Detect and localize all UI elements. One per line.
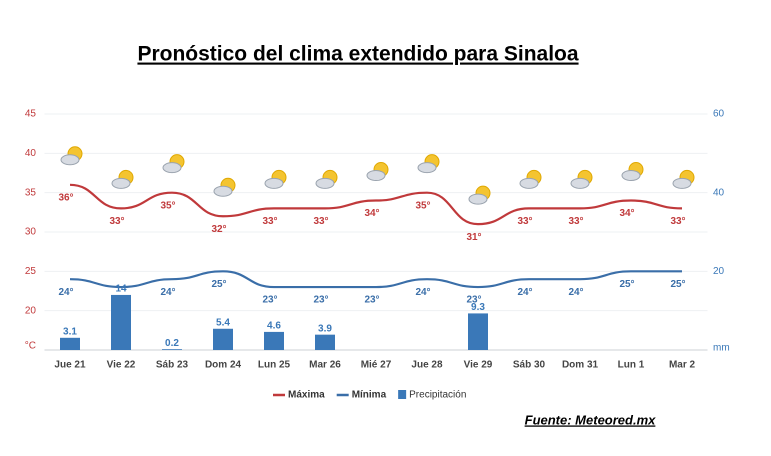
data-label: 24° — [58, 287, 73, 298]
bar — [60, 337, 80, 350]
data-label: 24° — [568, 287, 583, 298]
data-label: 24° — [517, 287, 532, 298]
weather-icon — [621, 162, 644, 182]
weather-icon — [366, 162, 389, 182]
data-label: 33° — [517, 216, 532, 227]
bar — [213, 328, 233, 350]
bar — [162, 349, 182, 350]
weather-icon — [213, 177, 236, 197]
y-tick-label: 20 — [25, 305, 37, 316]
x-tick-label: Vie 22 — [107, 360, 136, 371]
legend-swatch — [398, 390, 407, 399]
data-label: 23° — [364, 295, 379, 306]
weather-icon — [519, 169, 542, 189]
y2-tick-label: 20 — [713, 266, 725, 277]
icon-cloud — [315, 177, 335, 189]
data-label: 33° — [568, 216, 583, 227]
weather-icon — [315, 169, 338, 189]
icon-cloud — [519, 177, 539, 189]
y2-axis-label: mm — [713, 343, 730, 354]
data-label: 23° — [262, 295, 277, 306]
weather-icon — [417, 154, 440, 174]
bar-label: 0.2 — [165, 338, 179, 349]
legend-label: Precipitación — [409, 390, 466, 401]
bar — [315, 334, 335, 350]
line — [69, 183, 683, 226]
source: Fuente: Meteored.mx — [525, 412, 657, 427]
chart-title: Pronóstico del clima extendido para Sina… — [137, 43, 578, 66]
icon-cloud — [672, 177, 692, 189]
data-label: 33° — [670, 216, 685, 227]
x-tick-label: Jue 28 — [411, 360, 443, 371]
weather-icon — [162, 154, 185, 174]
data-label: 24° — [160, 287, 175, 298]
weather-icon — [264, 169, 287, 189]
icon-cloud — [417, 162, 437, 174]
bar-label: 4.6 — [267, 321, 281, 332]
icon-cloud — [264, 177, 284, 189]
x-tick-label: Sáb 23 — [156, 360, 189, 371]
icon-cloud — [60, 154, 80, 166]
data-label: 33° — [313, 216, 328, 227]
data-label: 33° — [262, 216, 277, 227]
data-label: 36° — [58, 192, 73, 203]
x-tick-label: Vie 29 — [464, 360, 493, 371]
x-tick-label: Jue 21 — [54, 360, 86, 371]
x-tick-label: Mar 26 — [309, 360, 341, 371]
bar-label: 3.9 — [318, 323, 332, 334]
data-label: 23° — [466, 295, 481, 306]
data-label: 35° — [160, 200, 175, 211]
icon-cloud — [213, 185, 233, 197]
data-label: 31° — [466, 232, 481, 243]
x-tick-label: Lun 25 — [258, 360, 291, 371]
data-label: 25° — [670, 279, 685, 290]
x-tick-label: Sáb 30 — [513, 360, 546, 371]
icon-cloud — [111, 177, 131, 189]
legend-label: Máxima — [288, 390, 325, 401]
bar — [264, 331, 284, 350]
icon-cloud — [570, 177, 590, 189]
bar-label: 3.1 — [63, 326, 77, 337]
bar-label: 14 — [115, 284, 127, 295]
icon-cloud — [621, 170, 641, 182]
data-label: 25° — [619, 279, 634, 290]
weather-icon — [570, 169, 593, 189]
bar — [111, 294, 131, 350]
bar-label: 9.3 — [471, 302, 485, 313]
data-label: 34° — [364, 208, 379, 219]
data-label: 24° — [415, 287, 430, 298]
data-label: 23° — [313, 295, 328, 306]
x-tick-label: Mar 2 — [669, 360, 696, 371]
bar-label: 5.4 — [216, 317, 230, 328]
icon-cloud — [468, 193, 488, 205]
data-label: 34° — [619, 208, 634, 219]
legend-label: Mínima — [352, 390, 387, 401]
y-tick-label: 45 — [25, 109, 37, 120]
icon-cloud — [162, 162, 182, 174]
x-tick-label: Lun 1 — [618, 360, 645, 371]
weather-icon — [60, 146, 83, 166]
x-tick-label: Dom 31 — [562, 360, 599, 371]
bar — [468, 313, 488, 350]
icon-cloud — [366, 170, 386, 182]
line — [69, 270, 682, 289]
y-axis-label: °C — [25, 341, 36, 352]
data-label: 32° — [211, 224, 226, 235]
y2-tick-label: 40 — [713, 187, 725, 198]
weather-icon — [672, 169, 695, 189]
data-label: 25° — [211, 279, 226, 290]
x-tick-label: Mié 27 — [361, 360, 392, 371]
data-label: 35° — [415, 200, 430, 211]
y-tick-label: 25 — [25, 266, 37, 277]
weather-icon — [468, 185, 491, 205]
data-label: 33° — [109, 216, 124, 227]
weather-icon — [111, 169, 134, 189]
x-tick-label: Dom 24 — [205, 360, 242, 371]
y2-tick-label: 60 — [713, 109, 725, 120]
y-tick-label: 30 — [25, 227, 37, 238]
y-tick-label: 35 — [25, 187, 37, 198]
y-tick-label: 40 — [25, 148, 37, 159]
